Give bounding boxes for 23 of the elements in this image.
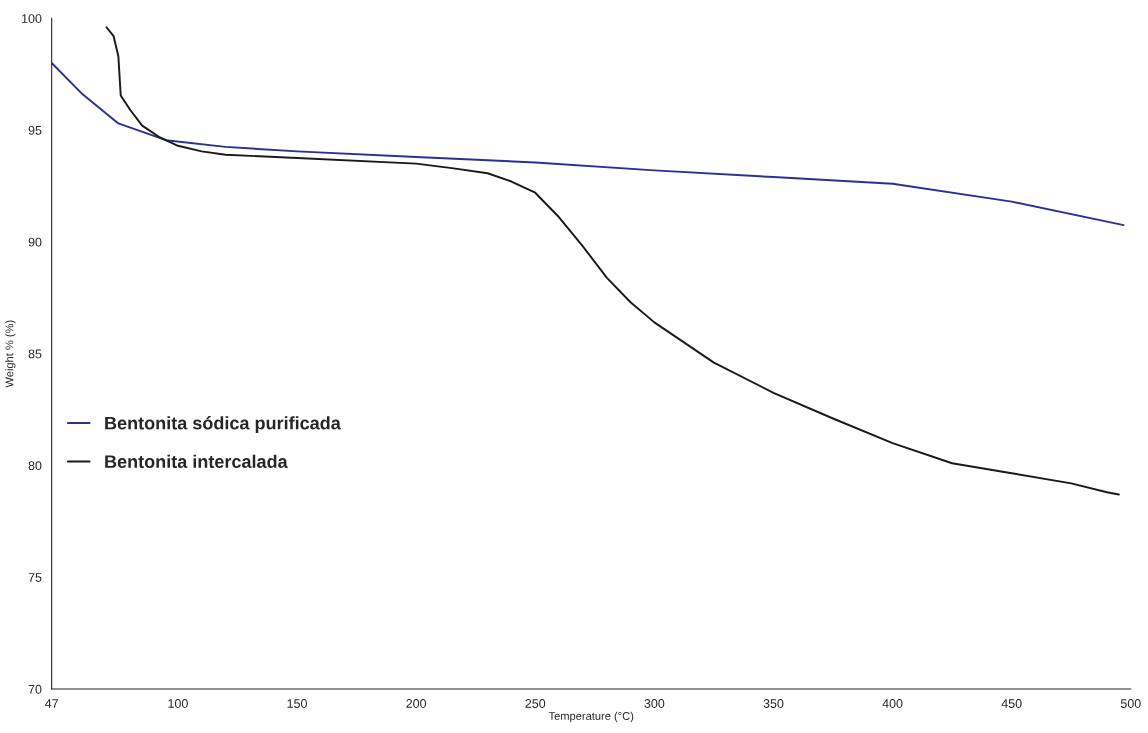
x-tick-label: 47: [45, 699, 58, 708]
x-tick-label: 400: [882, 699, 903, 708]
y-tick-label: 85: [28, 349, 42, 359]
x-tick-label: 500: [1120, 699, 1141, 708]
x-tick-label: 200: [406, 699, 427, 708]
x-tick-label: 100: [168, 699, 188, 708]
x-tick-label: 450: [1001, 699, 1022, 708]
y-tick-label: 70: [28, 684, 42, 694]
y-axis-title: Weight % (%): [5, 320, 16, 388]
y-tick-label: 100: [22, 14, 42, 23]
line-series: [105, 26, 1120, 496]
line-series: [51, 62, 1125, 227]
x-axis-title: Temperature (°C): [548, 711, 634, 723]
y-tick-label: 80: [28, 461, 42, 471]
legend-label: Bentonita intercalada: [105, 454, 288, 468]
x-tick-label: 250: [525, 699, 546, 708]
x-tick-label: 350: [763, 699, 784, 708]
x-tick-label: 150: [287, 699, 307, 708]
x-tick-label: 300: [644, 699, 665, 708]
y-tick-label: 95: [28, 125, 42, 135]
y-tick-label: 90: [28, 237, 42, 247]
y-tick-label: 75: [28, 573, 42, 582]
legend-label: Bentonita sódica purificada: [105, 416, 341, 434]
